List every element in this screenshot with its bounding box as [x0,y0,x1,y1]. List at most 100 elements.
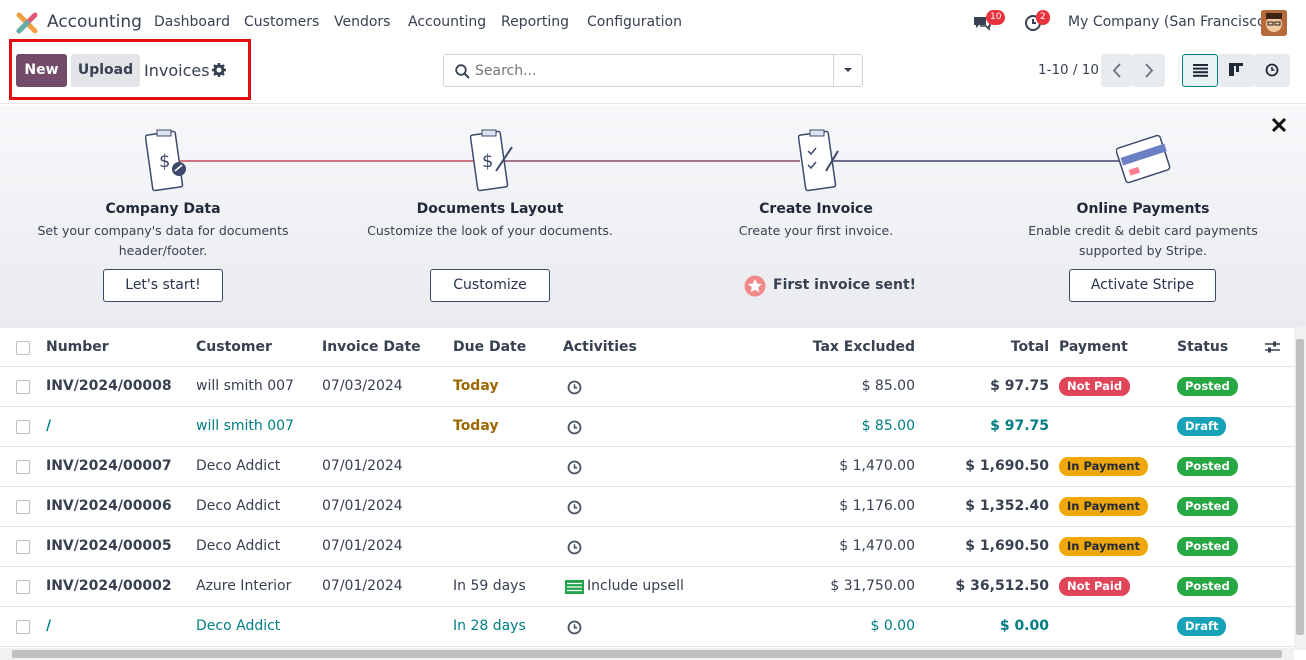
nav-configuration[interactable]: Configuration [587,14,682,30]
nav-vendors[interactable]: Vendors [334,14,391,30]
cell-number: INV/2024/00002 [46,578,172,594]
company-switcher[interactable]: My Company (San Francisco) [1068,14,1271,30]
cell-invoice-date: 07/01/2024 [322,458,403,474]
activity-clock-icon[interactable] [567,380,582,395]
row-checkbox[interactable] [16,420,30,434]
row-checkbox[interactable] [16,460,30,474]
optional-columns-icon[interactable] [1265,340,1280,354]
top-navbar: Accounting Dashboard Customers Vendors A… [0,0,1306,46]
step-online-payments-title: Online Payments [1076,201,1210,217]
star-done-icon [744,275,766,297]
column-header-activities[interactable]: Activities [563,339,637,355]
cell-total: $ 1,690.50 [965,538,1049,554]
cell-customer: Deco Addict [196,618,281,634]
cell-total: $ 1,690.50 [965,458,1049,474]
document-dollar-icon: $ [145,129,186,192]
table-row[interactable]: INV/2024/00002 Azure Interior 07/01/2024 In… [0,567,1294,607]
nav-accounting[interactable]: Accounting [408,14,487,30]
cell-activity-summary[interactable]: Include upsell [587,578,684,594]
search-input[interactable] [475,61,825,81]
cell-invoice-date: 07/03/2024 [322,378,403,394]
table-row[interactable]: INV/2024/00005 Deco Addict 07/01/2024 $ 1,4… [0,527,1294,567]
search-icon [455,64,470,79]
pager-next-button[interactable] [1133,54,1165,87]
row-checkbox[interactable] [16,580,30,594]
table-row[interactable]: INV/2024/00006 Deco Addict 07/01/2024 $ 1,1… [0,487,1294,527]
nav-customers[interactable]: Customers [244,14,320,30]
cell-invoice-date: 07/01/2024 [322,538,403,554]
column-header-status[interactable]: Status [1177,339,1229,355]
step-documents-layout-title: Documents Layout [416,201,564,217]
row-checkbox[interactable] [16,620,30,634]
close-icon[interactable] [1271,117,1287,133]
table-row[interactable]: INV/2024/00008 will smith 007 07/03/2024 To… [0,367,1294,407]
cell-customer: will smith 007 [196,378,294,394]
cell-customer: will smith 007 [196,418,294,434]
chevron-right-icon [1145,63,1154,78]
step-company-data-title: Company Data [105,201,221,217]
column-header-tax-excluded[interactable]: Tax Excluded [812,339,915,355]
vertical-scrollbar[interactable] [1294,327,1306,650]
step-create-invoice-title: Create Invoice [759,201,873,217]
activity-todo-icon[interactable] [565,580,584,594]
horizontal-scrollbar[interactable] [0,648,1294,660]
row-checkbox[interactable] [16,540,30,554]
kanban-view-button[interactable] [1218,54,1254,87]
app-name[interactable]: Accounting [47,12,142,32]
row-checkbox[interactable] [16,500,30,514]
nav-reporting[interactable]: Reporting [501,14,570,30]
payment-status-badge: In Payment [1059,457,1148,476]
user-avatar[interactable] [1261,10,1287,36]
cell-number: INV/2024/00007 [46,458,172,474]
activity-clock-icon[interactable] [567,500,582,515]
pager-value[interactable]: 1-10 / 10 [1038,62,1099,78]
vertical-scrollbar-thumb[interactable] [1296,339,1304,635]
activity-clock-icon[interactable] [567,420,582,435]
list-icon [1193,64,1208,77]
column-header-number[interactable]: Number [46,339,109,355]
select-all-checkbox[interactable] [16,341,30,355]
table-header-row: Number Customer Invoice Date Due Date Ac… [0,327,1294,367]
cell-due-date: Today [453,378,499,394]
cell-tax-excluded: $ 0.00 [870,618,915,634]
activate-stripe-button[interactable]: Activate Stripe [1069,269,1216,302]
row-checkbox[interactable] [16,380,30,394]
cell-total: $ 0.00 [999,618,1049,634]
new-button[interactable]: New [16,54,67,87]
gear-icon[interactable] [212,63,226,77]
status-badge: Posted [1177,377,1238,396]
messages-badge: 10 [986,10,1006,25]
list-view-button[interactable] [1182,54,1218,87]
accounting-app-icon[interactable] [16,12,38,34]
highlight-box [9,39,251,100]
activity-clock-icon[interactable] [567,540,582,555]
horizontal-scrollbar-thumb[interactable] [12,650,1282,658]
activity-view-button[interactable] [1254,54,1290,87]
table-row[interactable]: / Deco Addict In 28 days $ 0.00 $ 0.00 Draft [0,607,1294,647]
payment-status-badge: Not Paid [1059,377,1131,396]
column-header-customer[interactable]: Customer [196,339,272,355]
step-create-invoice-desc: Create your first invoice. [738,223,894,238]
column-header-total[interactable]: Total [1010,339,1049,355]
search-bar[interactable] [443,54,863,87]
customize-button[interactable]: Customize [430,269,550,302]
pager-previous-button[interactable] [1101,54,1133,87]
step-online-payments-desc: Enable credit & debit card payments supp… [1028,223,1258,258]
column-header-payment[interactable]: Payment [1059,339,1128,355]
cell-total: $ 1,352.40 [965,498,1049,514]
table-row[interactable]: / will smith 007 Today $ 85.00 $ 97.75 Draft [0,407,1294,447]
activities-button[interactable]: 2 [1024,10,1050,34]
lets-start-button[interactable]: Let's start! [103,269,223,302]
activity-clock-icon[interactable] [567,620,582,635]
column-header-invoice-date[interactable]: Invoice Date [322,339,421,355]
activity-clock-icon[interactable] [567,460,582,475]
cell-total: $ 97.75 [990,418,1049,434]
messages-button[interactable]: 10 [972,10,1006,34]
table-row[interactable]: INV/2024/00007 Deco Addict 07/01/2024 $ 1,4… [0,447,1294,487]
status-badge: Posted [1177,577,1238,596]
column-header-due-date[interactable]: Due Date [453,339,527,355]
svg-text:$: $ [482,151,493,172]
upload-button[interactable]: Upload [71,54,140,87]
chevron-down-icon[interactable] [843,67,853,74]
nav-dashboard[interactable]: Dashboard [154,14,230,30]
